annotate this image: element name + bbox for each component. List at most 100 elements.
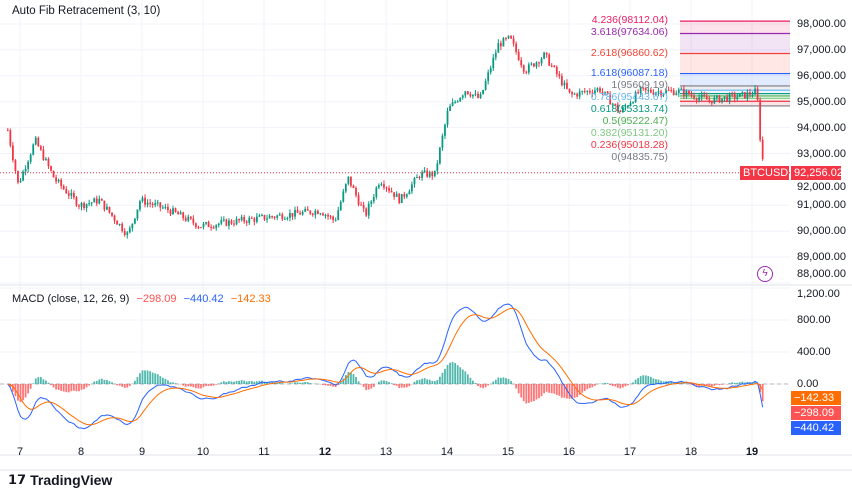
macd-histogram-bar xyxy=(370,384,372,389)
fib-level-label: 4.236(98112.04) xyxy=(538,15,668,26)
macd-histogram-bar xyxy=(426,379,428,384)
macd-histogram-bar xyxy=(398,384,400,388)
macd-histogram-bar xyxy=(223,381,225,384)
fib-level-label: 0.618(95313.74) xyxy=(538,104,668,115)
macd-histogram-bar xyxy=(307,382,309,384)
macd-histogram-bar xyxy=(632,382,634,384)
macd-histogram-bar xyxy=(414,382,416,384)
tradingview-logo[interactable]: 𝟭𝟳 TradingView xyxy=(8,472,112,488)
macd-histogram-bar xyxy=(421,379,423,384)
fib-level-label: 1(95609.19) xyxy=(538,80,668,91)
candle-body xyxy=(500,43,502,46)
macd-histogram-bar xyxy=(231,381,233,384)
macd-histogram-bar xyxy=(116,384,118,385)
candle-body xyxy=(284,219,286,220)
candle-body xyxy=(81,203,83,207)
candle-body xyxy=(256,217,258,222)
fib-level-label: 0.786(95443.67) xyxy=(538,92,668,103)
candle-body xyxy=(86,204,88,208)
candle-body xyxy=(286,218,288,219)
candle-body xyxy=(454,102,456,103)
macd-histogram-bar xyxy=(469,378,471,384)
macd-histogram-bar xyxy=(225,382,227,384)
macd-histogram-bar xyxy=(60,384,62,391)
macd-histogram-bar xyxy=(297,382,299,384)
macd-histogram-bar xyxy=(96,381,98,384)
macd-histogram-bar xyxy=(642,375,644,384)
macd-histogram-bar xyxy=(546,384,548,392)
macd-histogram-bar xyxy=(203,384,205,387)
candle-body xyxy=(678,90,680,94)
macd-histogram-bar xyxy=(164,379,166,384)
candle-body xyxy=(378,185,380,187)
macd-histogram-bar xyxy=(403,384,405,388)
macd-histogram-bar xyxy=(492,382,494,384)
candle-body xyxy=(109,207,111,213)
macd-histogram-bar xyxy=(330,384,332,386)
macd-axis-label: 1,200.00 xyxy=(797,288,840,300)
macd-histogram-bar xyxy=(609,384,611,385)
macd-histogram-bar xyxy=(543,384,545,393)
fib-zone xyxy=(680,33,790,53)
macd-histogram-bar xyxy=(591,384,593,387)
candle-body xyxy=(340,202,342,210)
candle-body xyxy=(259,215,261,216)
candle-body xyxy=(200,227,202,228)
macd-histogram-bar xyxy=(614,384,616,386)
candle-body xyxy=(162,208,164,209)
candle-body xyxy=(35,138,37,145)
macd-histogram-bar xyxy=(124,384,126,388)
candle-body xyxy=(253,218,255,221)
candle-body xyxy=(233,224,235,225)
candle-body xyxy=(360,205,362,206)
macd-histogram-bar xyxy=(45,381,47,384)
candle-body xyxy=(411,184,413,191)
price-axis-label: 91,000.00 xyxy=(797,199,846,211)
macd-histogram-bar xyxy=(607,383,609,384)
candle-body xyxy=(55,177,57,181)
candle-body xyxy=(419,177,421,178)
lightning-event-icon[interactable]: ϟ xyxy=(757,266,773,282)
price-axis-label: 97,000.00 xyxy=(797,44,846,56)
macd-histogram-bar xyxy=(27,384,29,393)
macd-histogram-bar xyxy=(627,384,629,385)
macd-histogram-bar xyxy=(101,379,103,384)
candle-body xyxy=(530,64,532,65)
candle-body xyxy=(164,207,166,208)
macd-histogram-bar xyxy=(175,383,177,384)
last-price-tag: 92,256.02 xyxy=(791,166,841,180)
macd-histogram-bar xyxy=(76,384,78,391)
candle-body xyxy=(246,222,248,223)
candle-body xyxy=(22,172,24,181)
macd-histogram-bar xyxy=(556,384,558,395)
macd-histogram-bar xyxy=(30,384,32,389)
candle-body xyxy=(424,171,426,173)
candle-body xyxy=(673,90,675,95)
candle-body xyxy=(218,224,220,225)
candle-body xyxy=(139,201,141,209)
macd-histogram-bar xyxy=(503,377,505,384)
candle-body xyxy=(752,95,754,96)
macd-histogram-bar xyxy=(383,380,385,384)
candle-body xyxy=(741,92,743,93)
macd-histogram-bar xyxy=(459,367,461,384)
candle-body xyxy=(187,217,189,221)
macd-histogram-bar xyxy=(139,373,141,384)
candle-body xyxy=(520,60,522,65)
macd-histogram-bar xyxy=(739,382,741,384)
macd-histogram-bar xyxy=(482,384,484,388)
macd-histogram-bar xyxy=(159,376,161,384)
macd-histogram-bar xyxy=(497,378,499,384)
candle-body xyxy=(375,188,377,198)
macd-histogram-bar xyxy=(594,384,596,386)
macd-histogram-bar xyxy=(210,384,212,386)
macd-histogram-bar xyxy=(103,380,105,384)
time-axis-label: 16 xyxy=(563,446,575,458)
macd-histogram-bar xyxy=(289,383,291,384)
macd-histogram-bar xyxy=(98,379,100,384)
candle-body xyxy=(264,215,266,220)
macd-histogram-bar xyxy=(144,370,146,384)
candle-body xyxy=(693,95,695,98)
macd-histogram-bar xyxy=(617,384,619,388)
